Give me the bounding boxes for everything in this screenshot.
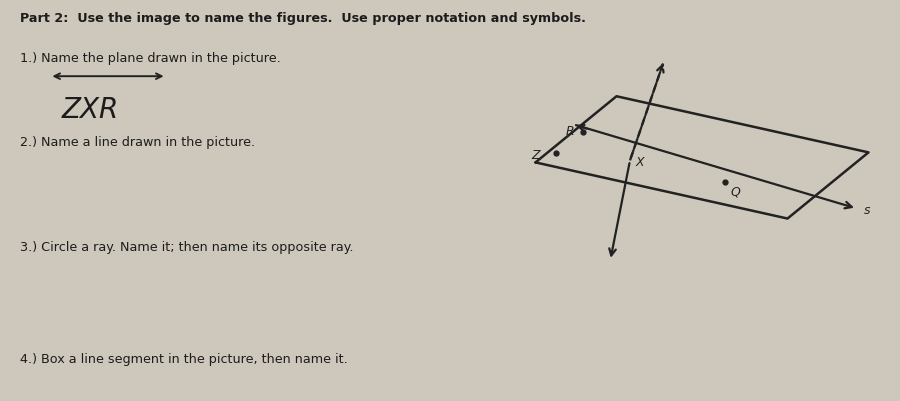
Text: 2.) Name a line drawn in the picture.: 2.) Name a line drawn in the picture. bbox=[20, 136, 255, 149]
Text: R: R bbox=[565, 125, 574, 138]
Text: 1.) Name the plane drawn in the picture.: 1.) Name the plane drawn in the picture. bbox=[20, 52, 281, 65]
Text: Part 2:  Use the image to name the figures.  Use proper notation and symbols.: Part 2: Use the image to name the figure… bbox=[20, 12, 586, 25]
Text: s: s bbox=[864, 204, 870, 217]
Text: X: X bbox=[635, 156, 644, 168]
Text: Q: Q bbox=[731, 185, 741, 198]
Text: 4.) Box a line segment in the picture, then name it.: 4.) Box a line segment in the picture, t… bbox=[20, 353, 347, 366]
Text: Z: Z bbox=[531, 149, 540, 162]
Text: ZXR: ZXR bbox=[61, 96, 119, 124]
Text: 3.) Circle a ray. Name it; then name its opposite ray.: 3.) Circle a ray. Name it; then name its… bbox=[20, 241, 354, 253]
